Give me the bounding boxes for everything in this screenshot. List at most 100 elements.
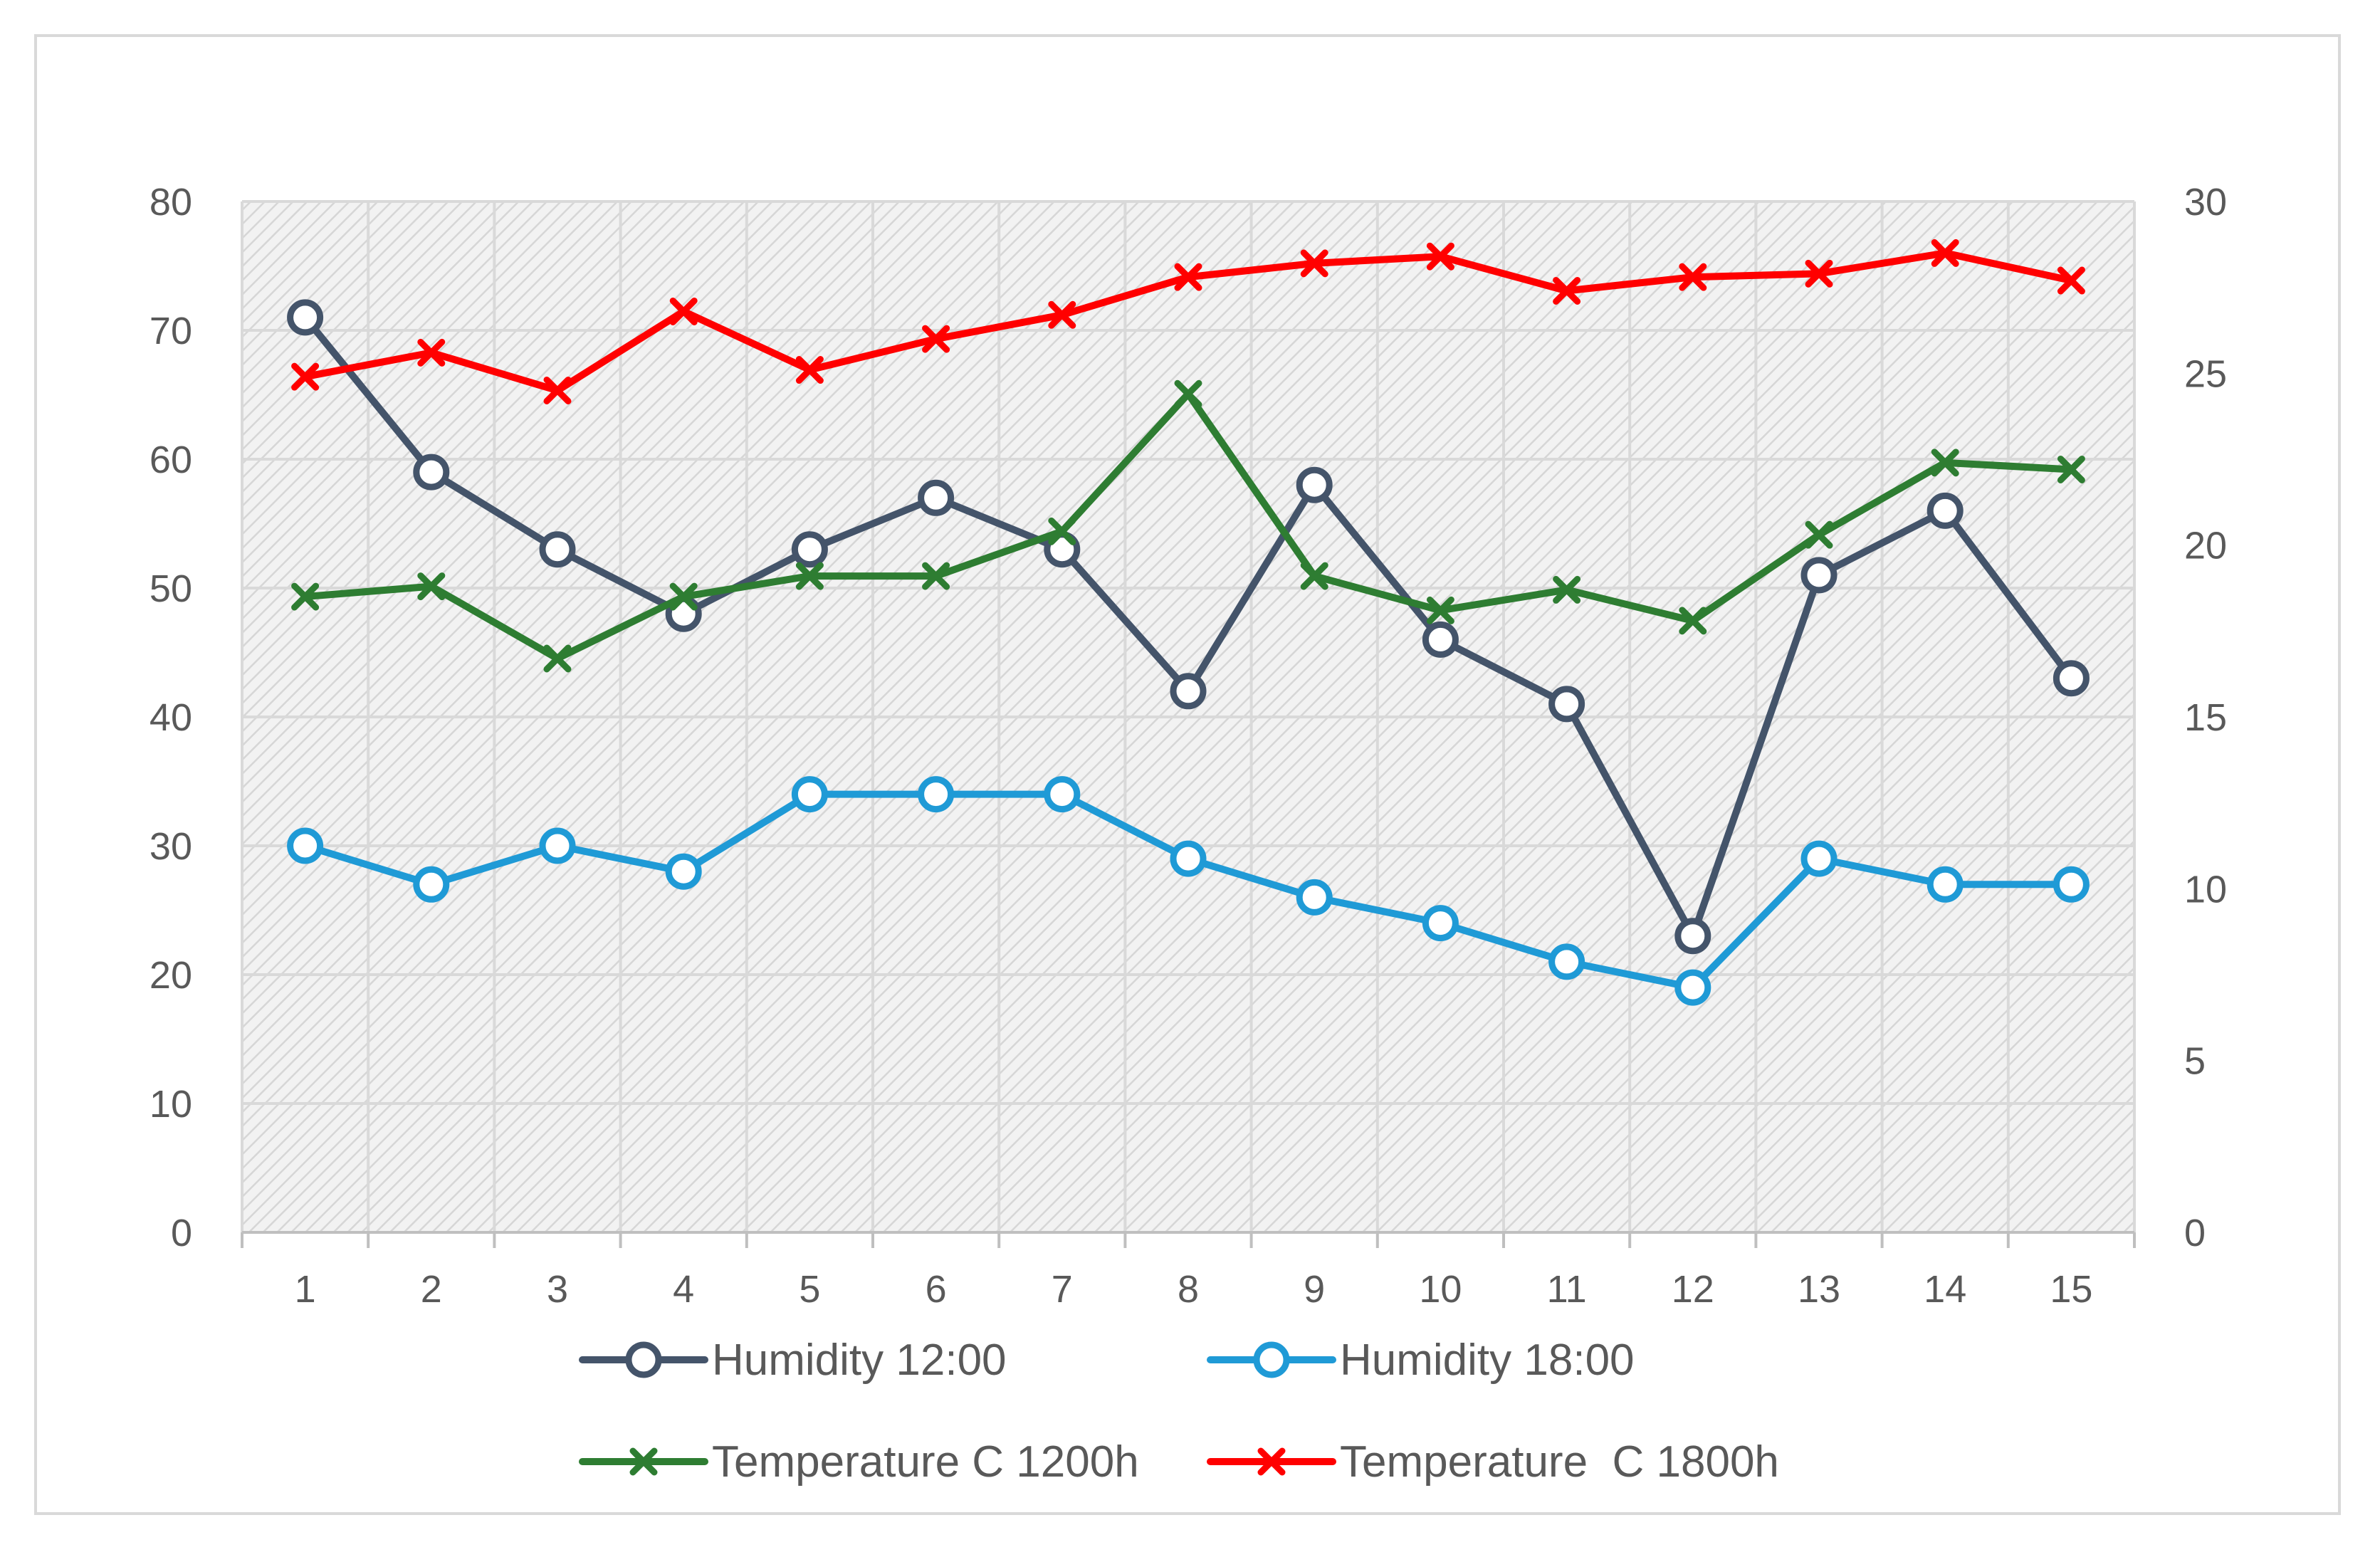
data-point xyxy=(922,325,950,353)
y-right-tick-label: 10 xyxy=(2184,868,2227,911)
data-point xyxy=(1800,840,1838,877)
data-point xyxy=(791,531,828,568)
data-point xyxy=(1170,673,1207,710)
legend-item: Temperature C 1200h xyxy=(579,1437,1139,1487)
data-point xyxy=(665,853,702,890)
data-point xyxy=(291,362,320,391)
x-tick-label: 10 xyxy=(1419,1268,1462,1311)
data-point xyxy=(1174,263,1202,291)
data-point xyxy=(413,866,450,903)
data-point xyxy=(543,376,572,404)
data-point xyxy=(1553,575,1581,604)
data-point xyxy=(1548,943,1585,980)
x-tick-label: 3 xyxy=(547,1268,568,1311)
y-left-tick-label: 40 xyxy=(150,696,192,739)
legend-item: Humidity 18:00 xyxy=(1207,1336,1635,1385)
y-right-tick-label: 25 xyxy=(2184,352,2227,395)
legend: Humidity 12:00 Humidity 18:00 Temperature … xyxy=(579,1336,1779,1487)
data-point xyxy=(1044,776,1081,813)
data-point xyxy=(1926,866,1964,903)
data-point xyxy=(2053,866,2090,903)
legend-label: Temperature C 1200h xyxy=(712,1437,1139,1487)
x-tick-label: 15 xyxy=(2050,1268,2092,1311)
data-point xyxy=(1548,686,1585,723)
data-point xyxy=(539,531,576,568)
data-point xyxy=(1174,379,1202,408)
data-point xyxy=(1800,557,1838,594)
data-point xyxy=(1931,449,1959,477)
y-left-tick-label: 10 xyxy=(150,1083,192,1126)
y-left-tick-label: 0 xyxy=(171,1212,192,1254)
x-tick-label: 8 xyxy=(1178,1268,1199,1311)
y-right-tick-label: 15 xyxy=(2184,696,2227,739)
legend-item: Humidity 12:00 xyxy=(579,1336,1007,1385)
data-point xyxy=(1048,300,1076,329)
data-point xyxy=(1679,263,1707,291)
data-point xyxy=(1679,607,1707,635)
x-tick-label: 11 xyxy=(1547,1268,1587,1311)
data-point xyxy=(543,644,572,673)
legend-marker xyxy=(1253,1341,1290,1378)
series xyxy=(287,239,2090,1006)
series-2 xyxy=(287,776,2090,1006)
x-tick-label: 13 xyxy=(1798,1268,1840,1311)
data-point xyxy=(922,562,950,590)
data-point xyxy=(795,356,824,384)
legend-label: Humidity 12:00 xyxy=(712,1336,1007,1385)
y-right-tick-label: 0 xyxy=(2184,1212,2206,1254)
data-point xyxy=(413,454,450,491)
legend-marker xyxy=(629,1447,658,1476)
data-point xyxy=(669,582,698,611)
data-point xyxy=(1674,918,1711,955)
data-point xyxy=(1426,242,1454,271)
data-point xyxy=(918,479,955,516)
legend-marker xyxy=(625,1341,662,1378)
data-point xyxy=(287,827,324,864)
data-point xyxy=(1422,905,1459,942)
data-point xyxy=(1805,520,1833,549)
legend-marker xyxy=(1257,1447,1286,1476)
data-point xyxy=(1426,596,1454,624)
legend-label: Humidity 18:00 xyxy=(1340,1336,1635,1385)
series-1 xyxy=(287,299,2090,955)
x-tick-label: 5 xyxy=(799,1268,820,1311)
data-point xyxy=(795,562,824,590)
data-point xyxy=(2057,266,2085,295)
y-left-tick-label: 20 xyxy=(150,954,192,997)
data-point xyxy=(1805,259,1833,288)
x-tick-label: 2 xyxy=(421,1268,442,1311)
x-tick-label: 1 xyxy=(295,1268,316,1311)
legend-item: Temperature C 1800h xyxy=(1207,1437,1779,1487)
data-point xyxy=(1674,969,1711,1006)
data-point xyxy=(417,338,446,367)
y-right-tick-label: 20 xyxy=(2184,525,2227,567)
data-point xyxy=(1048,517,1076,545)
data-point xyxy=(1926,492,1964,529)
data-point xyxy=(918,776,955,813)
data-point xyxy=(1553,276,1581,305)
series-3 xyxy=(291,379,2085,673)
y-left-tick-label: 60 xyxy=(150,439,192,481)
data-point xyxy=(1296,879,1333,916)
x-tick-label: 4 xyxy=(673,1268,694,1311)
data-point xyxy=(2053,660,2090,697)
data-point xyxy=(287,299,324,336)
data-point xyxy=(1300,562,1328,590)
data-point xyxy=(1931,239,1959,267)
x-tick-label: 12 xyxy=(1672,1268,1714,1311)
data-point xyxy=(291,582,320,611)
data-point xyxy=(1170,840,1207,877)
data-point xyxy=(417,572,446,601)
data-point xyxy=(1422,621,1459,658)
y-right-tick-label: 30 xyxy=(2184,181,2227,224)
data-point xyxy=(669,297,698,325)
y-right-tick-label: 5 xyxy=(2184,1040,2206,1083)
y-left-tick-label: 70 xyxy=(150,310,192,352)
data-point xyxy=(539,827,576,864)
x-tick-label: 14 xyxy=(1924,1268,1966,1311)
y-left-tick-label: 30 xyxy=(150,825,192,868)
y-left-tick-label: 50 xyxy=(150,567,192,610)
y-left-tick-label: 80 xyxy=(150,181,192,224)
x-tick-label: 6 xyxy=(926,1268,947,1311)
